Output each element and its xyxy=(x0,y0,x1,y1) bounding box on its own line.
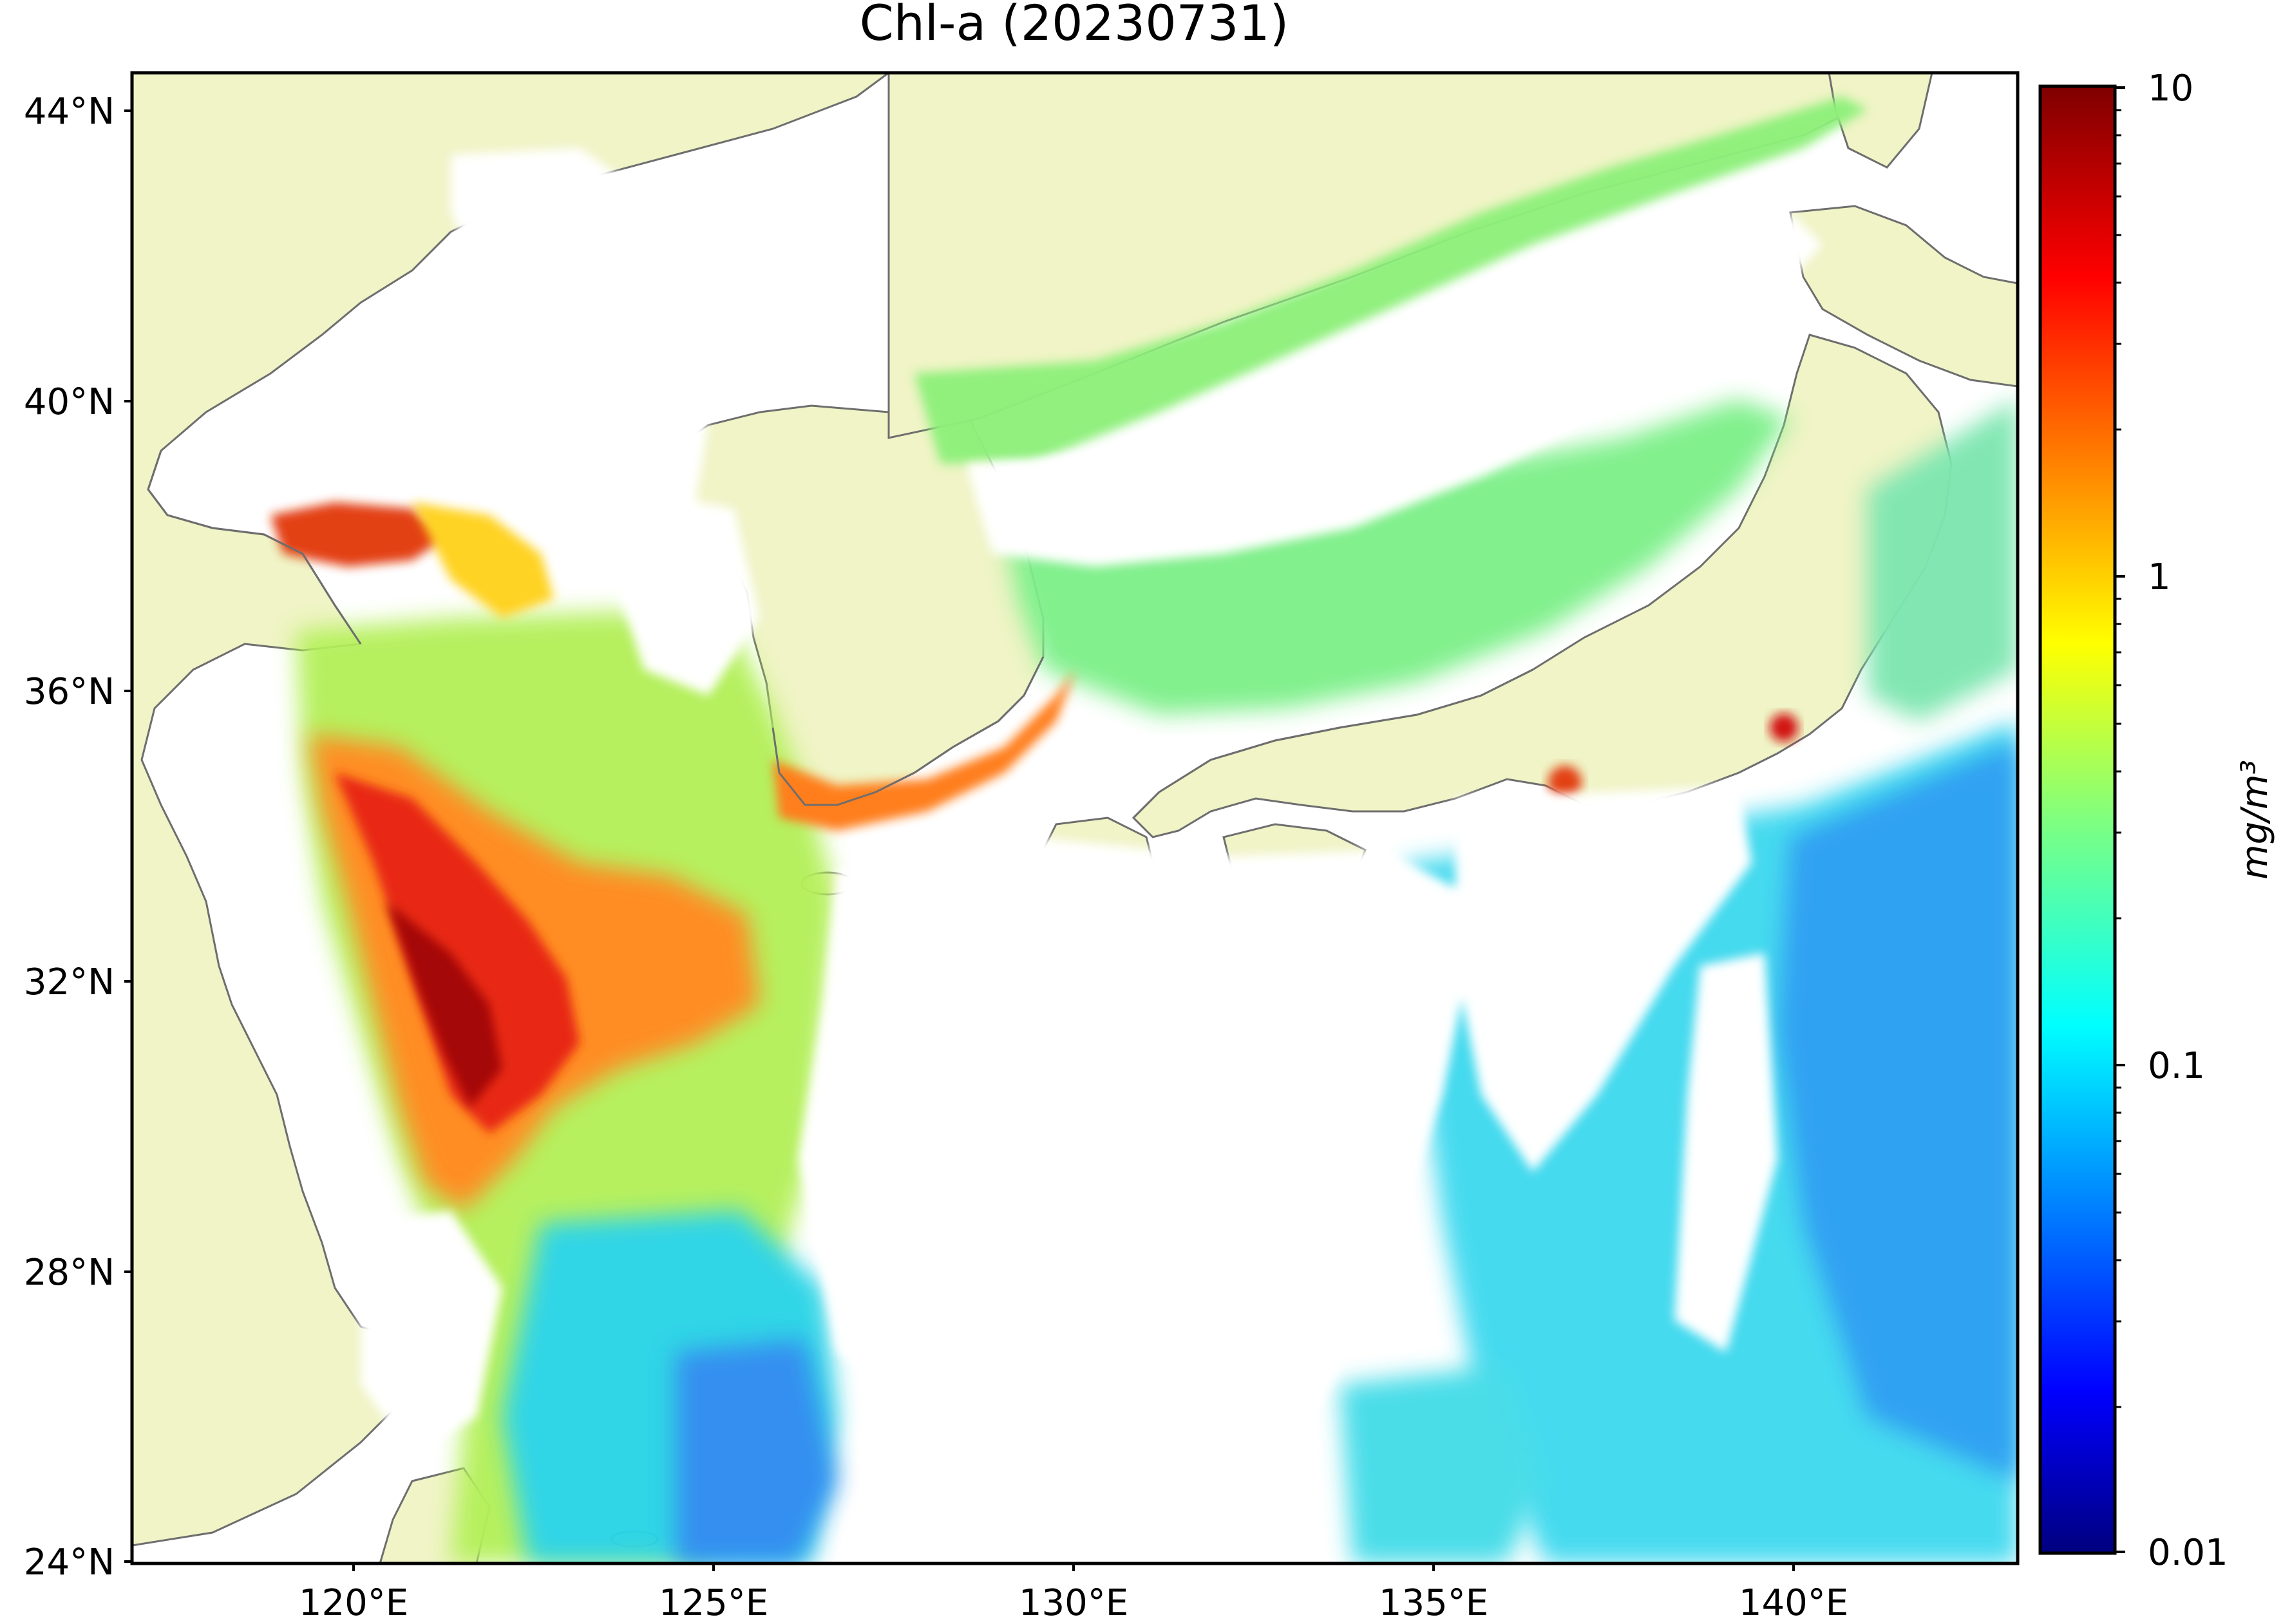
lat-label-44n: 44°N xyxy=(24,91,115,133)
colorbar-tick-10: 10 xyxy=(2148,68,2193,109)
longitude-axis: 120°E 125°E 130°E 135°E 140°E xyxy=(299,1563,1848,1624)
lat-label-36n: 36°N xyxy=(24,671,115,713)
hokkaido-land xyxy=(1789,205,2018,388)
colorbar-tick-0-01: 0.01 xyxy=(2148,1532,2228,1574)
lon-label-140e: 140°E xyxy=(1739,1582,1848,1624)
colorbar-tick-0-1: 0.1 xyxy=(2148,1045,2205,1087)
colorbar-label: mg/m³ xyxy=(2234,760,2276,880)
colorbar: 10 1 0.1 0.01 mg/m³ xyxy=(2038,68,2276,1574)
lat-label-28n: 28°N xyxy=(24,1252,115,1294)
lat-label-24n: 24°N xyxy=(24,1542,115,1583)
lon-label-125e: 125°E xyxy=(659,1582,768,1624)
colorbar-gradient xyxy=(2040,86,2115,1553)
lon-label-135e: 135°E xyxy=(1379,1582,1488,1624)
map-title: Chl-a (20230731) xyxy=(860,0,1289,52)
lon-label-120e: 120°E xyxy=(299,1582,408,1624)
map-panel xyxy=(132,73,2018,1563)
colorbar-tick-1: 1 xyxy=(2148,556,2171,598)
lat-label-32n: 32°N xyxy=(24,961,115,1003)
lon-label-130e: 130°E xyxy=(1019,1582,1128,1624)
colorbar-frame xyxy=(2038,84,2117,1555)
cloud-mask xyxy=(361,148,1823,1481)
lat-label-40n: 40°N xyxy=(24,381,115,423)
coastline-overlay xyxy=(147,450,1533,819)
latitude-axis: 44°N 40°N 36°N 32°N 28°N 24°N xyxy=(24,91,132,1583)
